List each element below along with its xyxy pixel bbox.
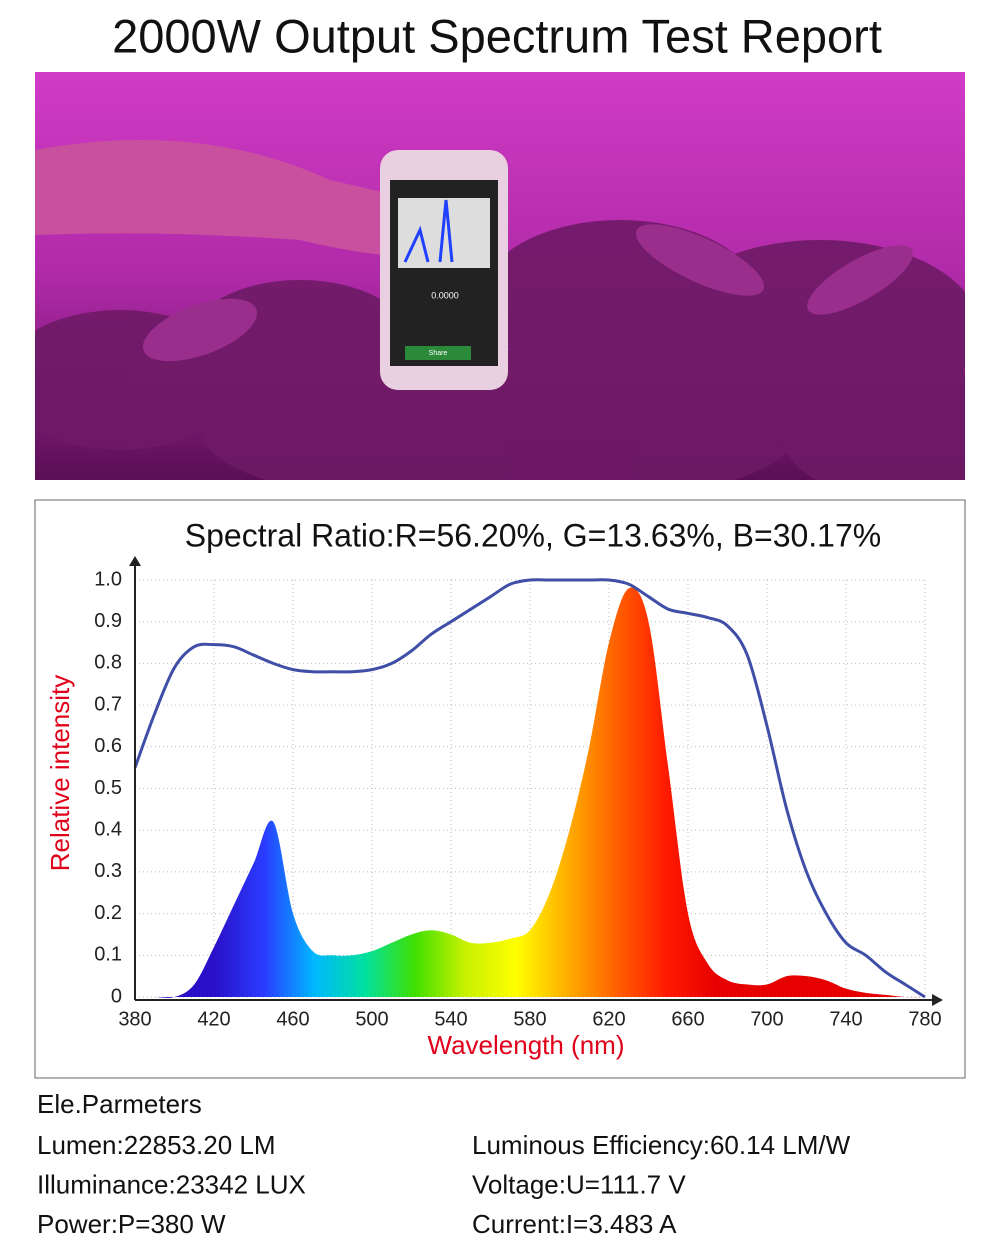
x-tick-label: 700 (750, 1008, 783, 1030)
axes (129, 556, 943, 1006)
y-tick-label: 0.7 (94, 693, 122, 715)
screen-button: Share (429, 350, 448, 357)
y-tick-label: 0.5 (94, 777, 122, 799)
x-tick-label: 580 (513, 1008, 546, 1030)
x-tick-label: 620 (592, 1008, 625, 1030)
parameter: Current:I=3.483 A (472, 1209, 677, 1239)
x-tick-label: 740 (829, 1008, 862, 1030)
x-tick-label: 780 (908, 1008, 941, 1030)
parameter: Voltage:U=111.7 V (472, 1169, 686, 1199)
spectrum-area (135, 587, 925, 998)
y-tick-label: 0.9 (94, 610, 122, 632)
x-tick-label: 500 (355, 1008, 388, 1030)
parameters-heading: Ele.Parmeters (37, 1089, 202, 1119)
x-tick-label: 420 (197, 1008, 230, 1030)
plot: 0 0.1 0.2 0.3 0.4 0.5 0.6 0.7 0.8 0.9 1.0 380 420 460… (94, 568, 942, 1030)
y-axis-label: Relative intensity (45, 675, 75, 872)
x-tick-label: 380 (118, 1008, 151, 1030)
x-tick-label: 460 (276, 1008, 309, 1030)
x-axis-label: Wavelength (nm) (428, 1030, 625, 1060)
x-tick-label: 540 (434, 1008, 467, 1030)
y-tick-label: 0.6 (94, 735, 122, 757)
y-tick-label: 0.3 (94, 860, 122, 882)
parameter: Power:P=380 W (37, 1209, 226, 1239)
response-line (133, 578, 926, 999)
x-tick-label: 660 (671, 1008, 704, 1030)
y-tick-label: 0.2 (94, 902, 122, 924)
page-title: 2000W Output Spectrum Test Report (112, 9, 882, 62)
photo: 0.0000 Share (35, 72, 965, 480)
y-tick-label: 0 (111, 985, 122, 1007)
y-tick-label: 0.4 (94, 818, 122, 840)
y-tick-label: 0.1 (94, 944, 122, 966)
y-tick-label: 0.8 (94, 652, 122, 674)
screen-reading: 0.0000 (431, 290, 459, 300)
y-tick-label: 1.0 (94, 568, 122, 590)
chart-title: Spectral Ratio:R=56.20%, G=13.63%, B=30.… (185, 517, 881, 553)
parameter: Luminous Efficiency:60.14 LM/W (472, 1130, 851, 1160)
parameter: Lumen:22853.20 LM (37, 1130, 276, 1160)
parameters: Lumen:22853.20 LM Luminous Efficiency:60.… (37, 1130, 851, 1239)
parameter: Illuminance:23342 LUX (37, 1169, 306, 1199)
